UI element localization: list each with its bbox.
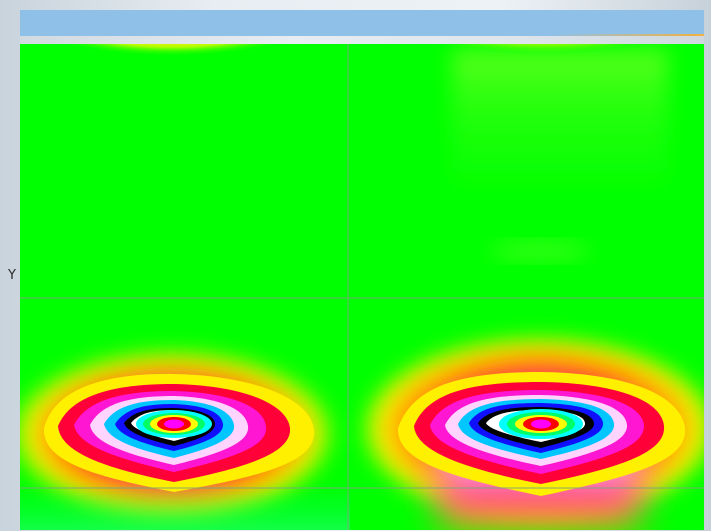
top-right-hotspot [411,44,675,261]
header-strip [20,36,704,44]
top-left-hotspot [60,44,284,76]
bottom-left-bottom-tint [20,482,350,530]
top-right-hotspot-core [411,44,675,82]
br-contour-magenta-core [531,419,551,429]
top-left-hotspot-core [60,44,284,76]
header-bar [20,10,704,34]
header-accent [20,34,704,36]
y-axis-label: Y [8,268,16,283]
bottom-right-contours [397,372,686,496]
bl-contour-magenta-core [164,419,184,429]
heatmap-plot [20,44,704,530]
heatmap-svg [20,44,704,530]
grid-lines [20,44,704,530]
bottom-left-contours [43,373,315,492]
top-right-faint-band [490,241,590,261]
